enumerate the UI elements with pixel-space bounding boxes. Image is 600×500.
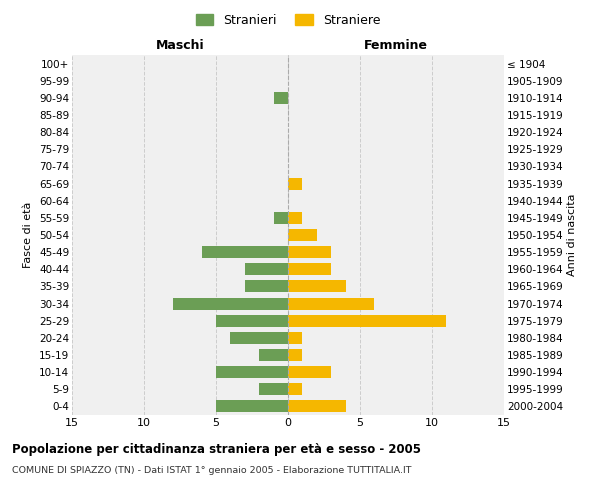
Bar [230, 332, 288, 344]
Y-axis label: Anni di nascita: Anni di nascita [567, 194, 577, 276]
Bar [202, 246, 288, 258]
Bar [288, 246, 331, 258]
Bar [288, 400, 346, 412]
Bar [274, 212, 288, 224]
Bar [288, 229, 317, 241]
Text: Femmine: Femmine [364, 38, 428, 52]
Bar [216, 314, 288, 326]
Text: Maschi: Maschi [155, 38, 205, 52]
Bar [288, 332, 302, 344]
Bar [216, 366, 288, 378]
Bar [288, 280, 346, 292]
Bar [288, 314, 446, 326]
Bar [288, 366, 331, 378]
Bar [245, 280, 288, 292]
Bar [288, 212, 302, 224]
Bar [245, 264, 288, 276]
Bar [216, 400, 288, 412]
Y-axis label: Fasce di età: Fasce di età [23, 202, 34, 268]
Bar [259, 384, 288, 396]
Text: COMUNE DI SPIAZZO (TN) - Dati ISTAT 1° gennaio 2005 - Elaborazione TUTTITALIA.IT: COMUNE DI SPIAZZO (TN) - Dati ISTAT 1° g… [12, 466, 412, 475]
Bar [259, 349, 288, 361]
Bar [288, 384, 302, 396]
Legend: Stranieri, Straniere: Stranieri, Straniere [191, 8, 385, 32]
Bar [288, 298, 374, 310]
Bar [288, 264, 331, 276]
Bar [173, 298, 288, 310]
Bar [288, 349, 302, 361]
Text: Popolazione per cittadinanza straniera per età e sesso - 2005: Popolazione per cittadinanza straniera p… [12, 442, 421, 456]
Bar [274, 92, 288, 104]
Bar [288, 178, 302, 190]
